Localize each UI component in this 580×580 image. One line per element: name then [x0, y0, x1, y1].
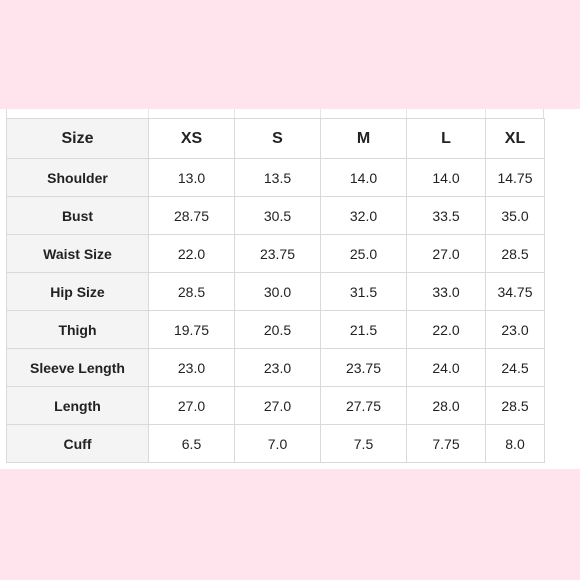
table-cell: 7.5: [320, 424, 407, 463]
column-header-xs: XS: [148, 118, 235, 159]
table-cell: 14.0: [406, 158, 486, 197]
table-cell: 13.5: [234, 158, 321, 197]
table-cell: 14.0: [320, 158, 407, 197]
row-label: Thigh: [6, 310, 149, 349]
table-cell: 23.0: [148, 348, 235, 387]
table-cell: 24.5: [485, 348, 545, 387]
table-cell: 23.0: [234, 348, 321, 387]
row-label: Bust: [6, 196, 149, 235]
row-label: Length: [6, 386, 149, 425]
table-cell: 28.5: [148, 272, 235, 311]
table-cell: 20.5: [234, 310, 321, 349]
table-cell: 27.75: [320, 386, 407, 425]
table-cell: 21.5: [320, 310, 407, 349]
table-cell: 25.0: [320, 234, 407, 273]
table-row: Sleeve Length 23.0 23.0 23.75 24.0 24.5: [6, 348, 545, 387]
table-row: Cuff 6.5 7.0 7.5 7.75 8.0: [6, 424, 545, 463]
table-cell: 27.0: [234, 386, 321, 425]
table-cell: 28.5: [485, 234, 545, 273]
table-cell: 13.0: [148, 158, 235, 197]
column-header-s: S: [234, 118, 321, 159]
table-cell: 28.75: [148, 196, 235, 235]
bottom-pink-band: [0, 469, 580, 580]
table-row: Waist Size 22.0 23.75 25.0 27.0 28.5: [6, 234, 545, 273]
table-cell: 34.75: [485, 272, 545, 311]
table-cell: 8.0: [485, 424, 545, 463]
size-header: Size: [6, 118, 149, 159]
column-header-xl: XL: [485, 118, 545, 159]
size-chart-table: Size XS S M L XL Shoulder 13.0 13.5 14.0…: [6, 118, 545, 463]
column-header-m: M: [320, 118, 407, 159]
row-label: Waist Size: [6, 234, 149, 273]
row-label: Sleeve Length: [6, 348, 149, 387]
row-label: Shoulder: [6, 158, 149, 197]
row-label: Cuff: [6, 424, 149, 463]
table-row: Shoulder 13.0 13.5 14.0 14.0 14.75: [6, 158, 545, 197]
table-cell: 22.0: [406, 310, 486, 349]
cropped-row-edge: [6, 109, 544, 118]
table-cell: 32.0: [320, 196, 407, 235]
table-cell: 19.75: [148, 310, 235, 349]
table-cell: 7.75: [406, 424, 486, 463]
table-cell: 33.5: [406, 196, 486, 235]
table-cell: 30.0: [234, 272, 321, 311]
table-row: Hip Size 28.5 30.0 31.5 33.0 34.75: [6, 272, 545, 311]
table-cell: 22.0: [148, 234, 235, 273]
table-cell: 31.5: [320, 272, 407, 311]
table-cell: 14.75: [485, 158, 545, 197]
table-cell: 27.0: [406, 234, 486, 273]
table-cell: 28.0: [406, 386, 486, 425]
table-row: Bust 28.75 30.5 32.0 33.5 35.0: [6, 196, 545, 235]
table-cell: 6.5: [148, 424, 235, 463]
table-cell: 24.0: [406, 348, 486, 387]
table-row: Thigh 19.75 20.5 21.5 22.0 23.0: [6, 310, 545, 349]
table-row: Length 27.0 27.0 27.75 28.0 28.5: [6, 386, 545, 425]
header-row: Size XS S M L XL: [6, 118, 545, 159]
table-cell: 23.75: [320, 348, 407, 387]
table-cell: 35.0: [485, 196, 545, 235]
column-header-l: L: [406, 118, 486, 159]
table-cell: 28.5: [485, 386, 545, 425]
table-cell: 7.0: [234, 424, 321, 463]
table-cell: 23.75: [234, 234, 321, 273]
table-cell: 30.5: [234, 196, 321, 235]
table-cell: 23.0: [485, 310, 545, 349]
table-cell: 33.0: [406, 272, 486, 311]
table-cell: 27.0: [148, 386, 235, 425]
row-label: Hip Size: [6, 272, 149, 311]
top-pink-band: [0, 0, 580, 109]
